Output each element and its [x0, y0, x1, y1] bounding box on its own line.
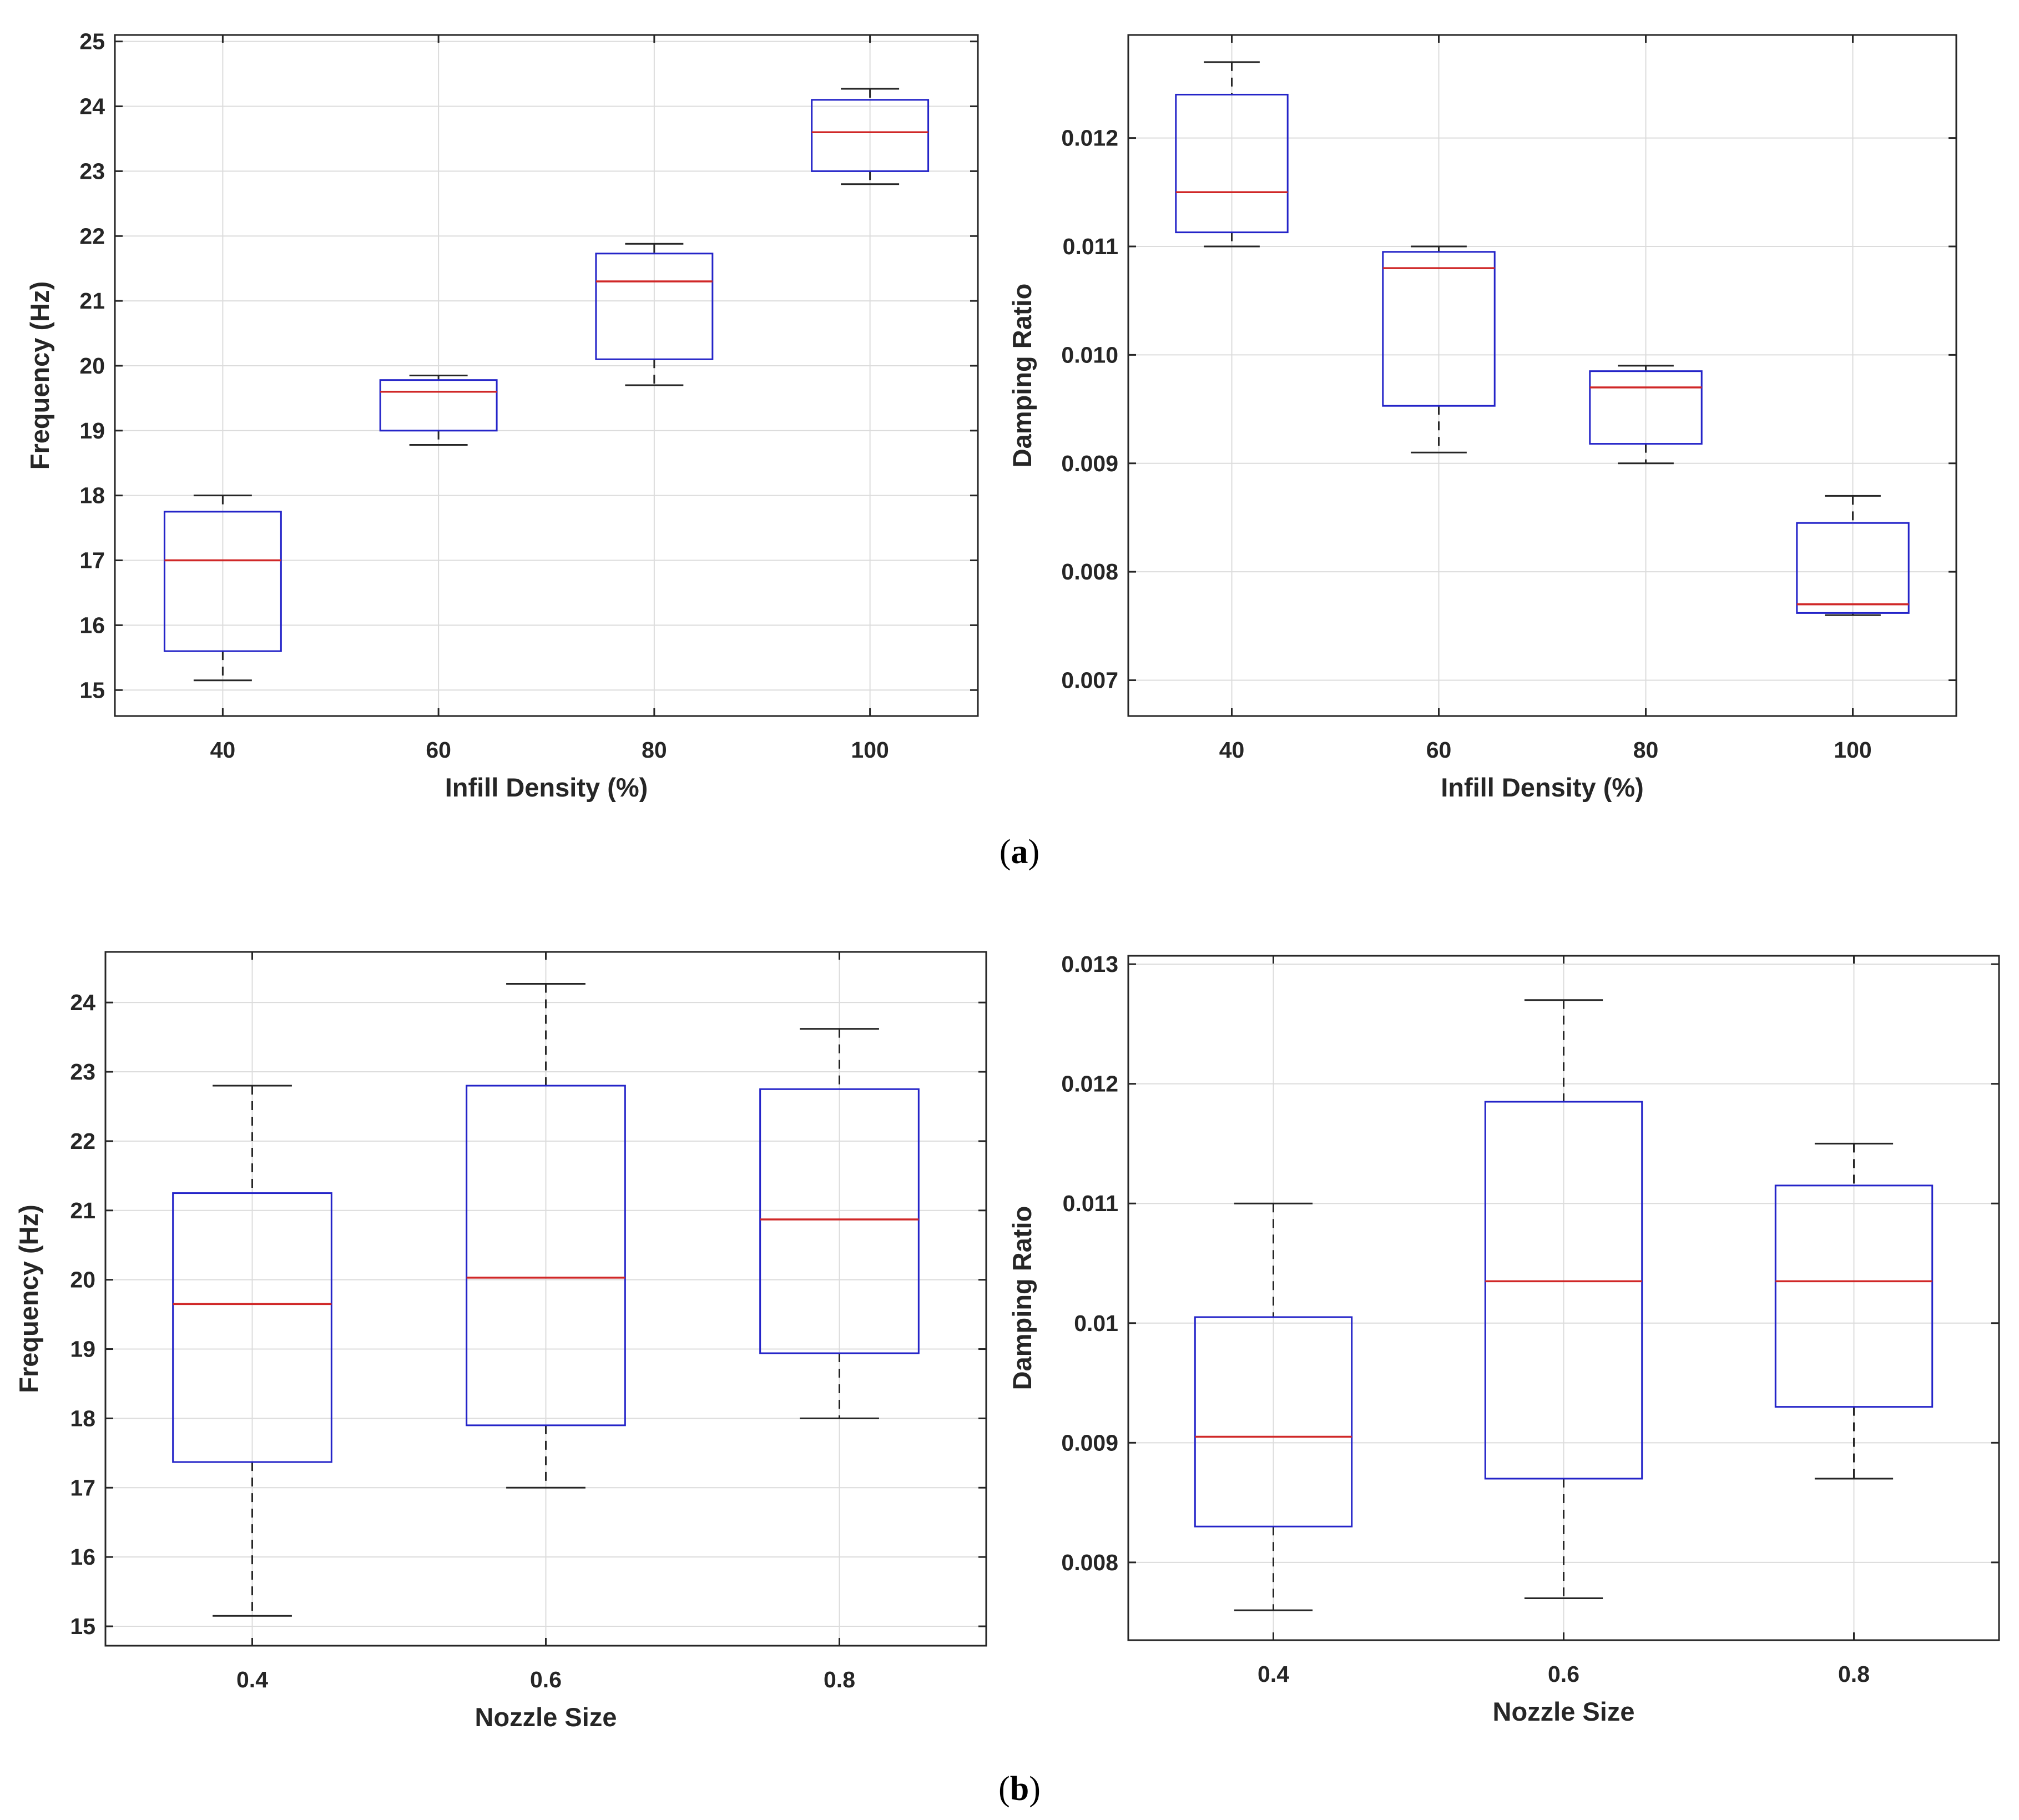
axes-frame [1127, 955, 2000, 1641]
x-tick-label: 0.4 [1258, 1661, 1289, 1687]
y-tick-label: 16 [70, 1544, 95, 1570]
y-tick-label: 0.010 [1061, 342, 1118, 367]
x-tick-label: 40 [1219, 737, 1245, 763]
chart-frequency-vs-nozzle-size: 15 16 17 18 19 20 21 22 23 24 0.4 0.6 0.8 Nozzle Size… [14, 951, 987, 1732]
y-tick-label: 23 [70, 1059, 95, 1085]
chart-frequency-vs-infill-density: 15 16 17 18 19 20 21 22 23 24 25 40 60 80 100 Infill De… [25, 29, 979, 802]
y-tick-label: 17 [79, 548, 105, 573]
y-tick-label: 18 [70, 1405, 95, 1431]
box-iqr [1589, 370, 1703, 445]
x-tick-label: 80 [642, 737, 667, 763]
y-tick-label: 0.011 [1063, 1191, 1118, 1216]
y-tick-label: 0.013 [1061, 951, 1118, 977]
y-tick-label: 15 [79, 677, 105, 703]
x-axis-label: Infill Density (%) [1441, 773, 1644, 802]
x-tick-label: 0.6 [1548, 1661, 1579, 1687]
box-iqr [1175, 93, 1289, 234]
box-iqr [1382, 251, 1496, 407]
box-iqr [595, 253, 714, 360]
x-axis-label: Nozzle Size [475, 1702, 617, 1732]
y-tick-label: 0.011 [1063, 234, 1118, 259]
panel-label-a: (a) [1000, 833, 1039, 871]
x-tick-label: 60 [1426, 737, 1452, 763]
axes-frame [104, 951, 987, 1647]
box-iqr [466, 1085, 626, 1426]
y-tick-label: 0.01 [1074, 1310, 1118, 1336]
box-100 [811, 88, 930, 185]
box-iqr [1796, 522, 1910, 614]
box-iqr [379, 379, 498, 432]
y-tick-label: 19 [79, 418, 105, 443]
y-tick-label: 23 [79, 158, 105, 184]
x-axis-label: Infill Density (%) [445, 773, 648, 802]
axes-frame [1127, 34, 1957, 717]
box-iqr [163, 511, 282, 652]
x-axis-label: Nozzle Size [1493, 1697, 1635, 1726]
y-tick-label: 21 [70, 1198, 95, 1223]
panel-label-b: (b) [998, 1770, 1041, 1808]
axes-frame [114, 34, 979, 717]
x-tick-label: 40 [210, 737, 236, 763]
y-tick-label: 20 [70, 1267, 95, 1293]
box-iqr [811, 99, 930, 172]
y-tick-label: 22 [79, 223, 105, 249]
y-axis-label: Frequency (Hz) [14, 1204, 43, 1393]
box-0.8 [759, 1028, 920, 1419]
box-0.6 [1484, 999, 1643, 1600]
y-tick-label: 18 [79, 483, 105, 508]
panel-label-a-letter: a [1011, 833, 1028, 871]
box-60 [379, 375, 498, 446]
x-tick-label: 0.8 [824, 1667, 855, 1692]
box-iqr [1774, 1184, 1934, 1408]
y-tick-label: 19 [70, 1337, 95, 1362]
y-tick-label: 15 [70, 1614, 95, 1639]
x-tick-label: 0.4 [236, 1667, 268, 1692]
chart-damping-vs-infill-density: 0.007 0.008 0.009 0.010 0.011 0.012 40 60 80 100 I… [1007, 34, 1957, 802]
y-tick-label: 22 [70, 1128, 95, 1154]
y-axis-label: Damping Ratio [1007, 284, 1037, 468]
box-iqr [759, 1088, 920, 1354]
y-tick-label: 21 [79, 288, 105, 314]
x-tick-label: 0.6 [530, 1667, 562, 1692]
box-0.4 [172, 1085, 332, 1617]
box-100 [1796, 495, 1910, 616]
y-tick-label: 0.009 [1061, 451, 1118, 476]
box-iqr [1484, 1101, 1643, 1480]
y-tick-label: 0.009 [1061, 1430, 1118, 1455]
box-0.8 [1774, 1142, 1934, 1480]
box-40 [163, 495, 282, 682]
y-tick-label: 0.008 [1061, 559, 1118, 584]
x-tick-label: 100 [851, 737, 889, 763]
y-axis-label: Damping Ratio [1007, 1206, 1037, 1390]
y-tick-label: 24 [70, 990, 95, 1015]
y-tick-label: 25 [79, 29, 105, 54]
box-60 [1382, 245, 1496, 453]
box-0.6 [466, 982, 626, 1489]
x-tick-label: 0.8 [1838, 1661, 1870, 1687]
y-tick-label: 16 [79, 612, 105, 638]
y-tick-label: 0.012 [1061, 1071, 1118, 1097]
y-tick-label: 0.012 [1061, 125, 1118, 151]
x-tick-label: 80 [1633, 737, 1659, 763]
y-tick-label: 0.007 [1061, 668, 1118, 693]
y-tick-label: 20 [79, 353, 105, 379]
box-80 [595, 243, 714, 386]
box-0.4 [1194, 1202, 1353, 1611]
box-iqr [172, 1192, 332, 1463]
box-iqr [1194, 1316, 1353, 1527]
plot-area [115, 35, 978, 716]
box-80 [1589, 365, 1703, 465]
x-tick-label: 100 [1834, 737, 1871, 763]
box-40 [1175, 61, 1289, 248]
plot-area [1128, 35, 1956, 716]
y-axis-label: Frequency (Hz) [25, 281, 54, 470]
y-tick-label: 0.008 [1061, 1550, 1118, 1575]
y-tick-label: 17 [70, 1475, 95, 1500]
chart-damping-vs-nozzle-size: 0.008 0.009 0.01 0.011 0.012 0.013 0.4 0.6 0.8 No… [1007, 951, 2000, 1726]
y-tick-label: 24 [79, 94, 105, 119]
x-tick-label: 60 [426, 737, 451, 763]
panel-label-b-letter: b [1010, 1770, 1029, 1808]
